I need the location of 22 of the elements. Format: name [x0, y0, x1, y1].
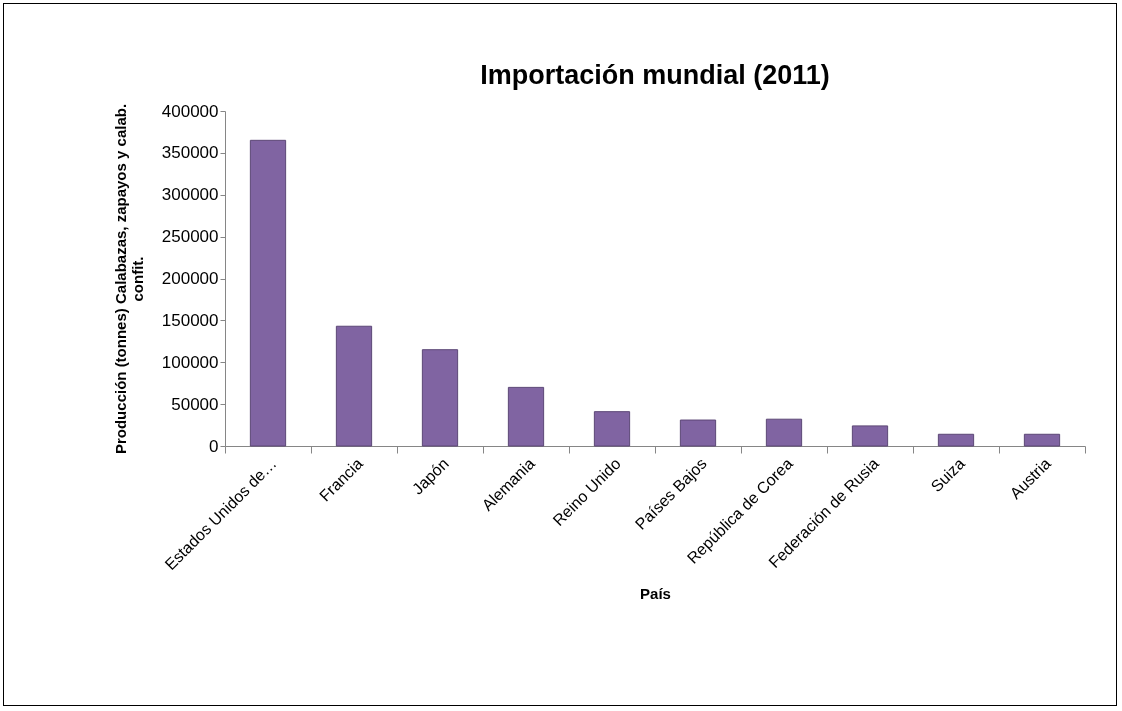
y-tick-label: 300000	[161, 185, 219, 205]
y-tick-label: 150000	[161, 310, 219, 330]
bar	[765, 418, 803, 447]
y-tick-label: 350000	[161, 143, 219, 163]
y-tick-label: 400000	[161, 101, 219, 121]
bar	[937, 433, 975, 447]
y-tick-label: 0	[209, 436, 219, 456]
bar	[249, 139, 287, 447]
y-tick-label: 200000	[161, 269, 219, 288]
bar	[851, 425, 889, 447]
y-tick-label: 100000	[161, 352, 219, 372]
bar	[1023, 433, 1061, 447]
y-axis-title: Producción (tonnes) Calabazas, zapayos y calab. confit.	[111, 103, 146, 455]
bar	[593, 411, 631, 447]
bar	[507, 386, 545, 447]
x-axis-title: País	[640, 585, 671, 603]
chart-title: Importación mundial (2011)	[480, 60, 830, 90]
y-tick-label: 250000	[161, 227, 219, 247]
bar	[421, 349, 459, 447]
y-tick-label: 50000	[171, 394, 219, 414]
bar	[679, 419, 717, 447]
bar	[335, 325, 373, 447]
